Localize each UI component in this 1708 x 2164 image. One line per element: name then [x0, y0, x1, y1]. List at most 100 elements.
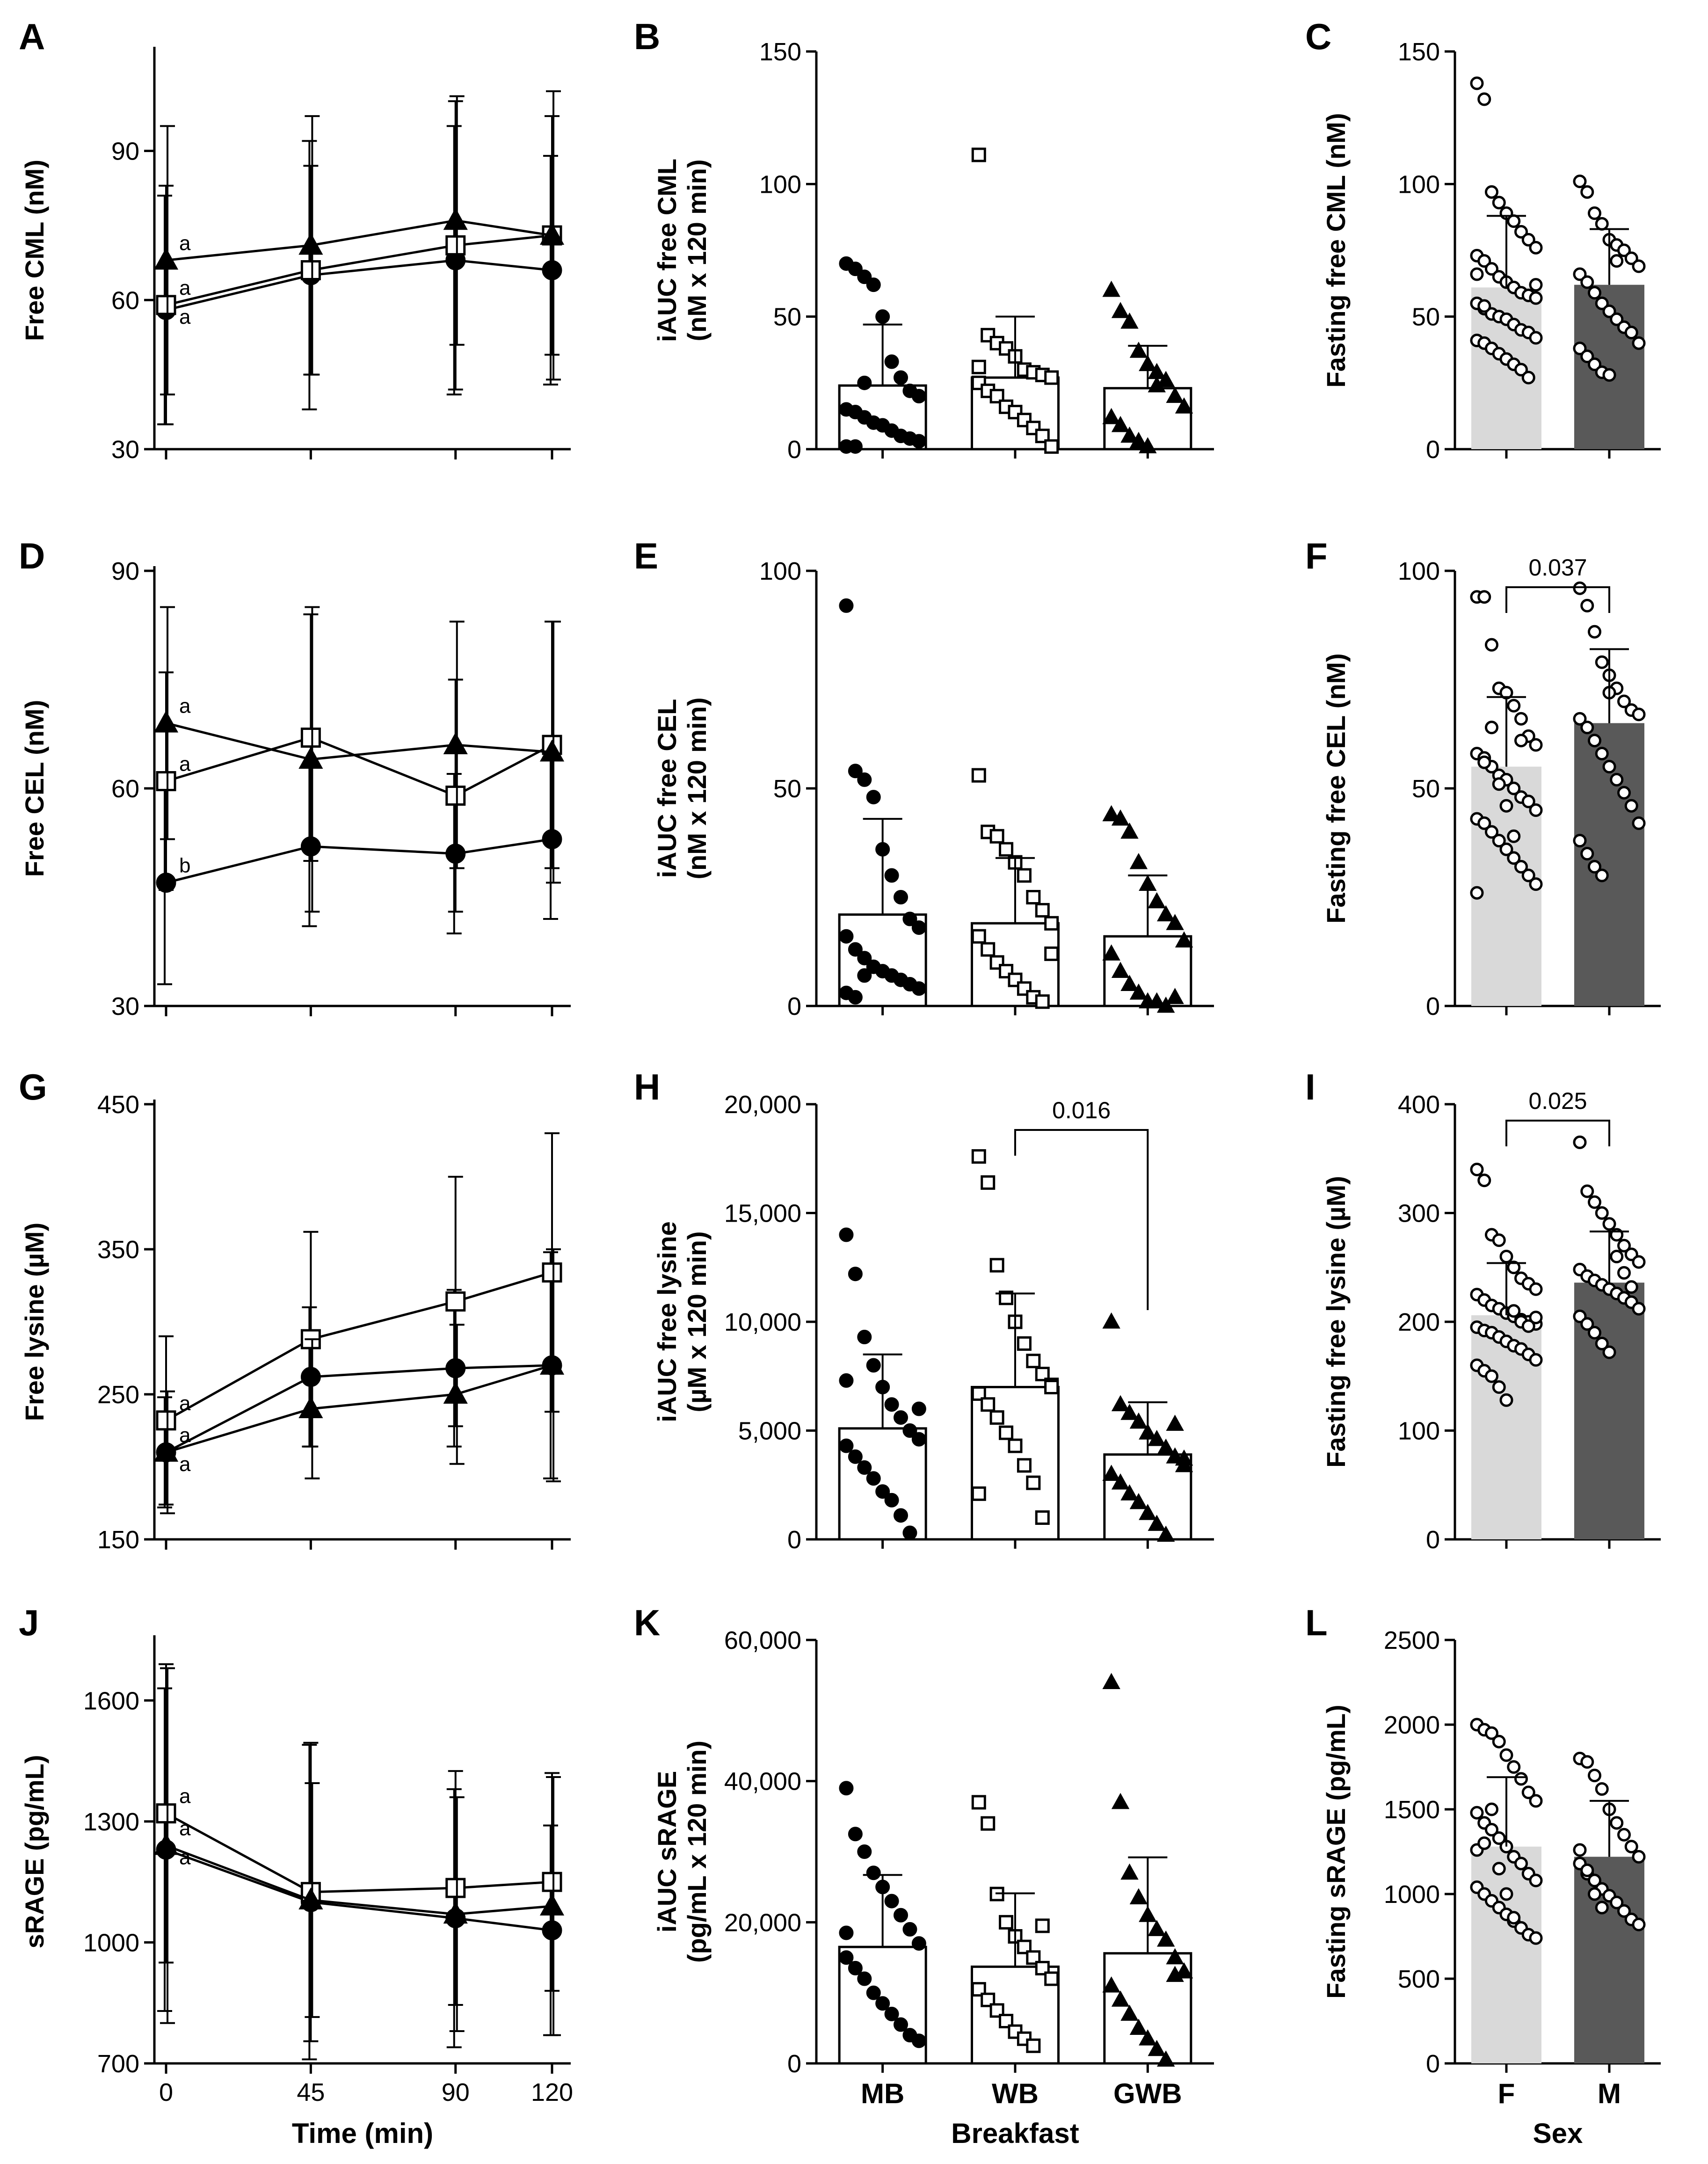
data-point [1035, 903, 1050, 918]
data-point [894, 1410, 909, 1425]
data-point [1617, 694, 1631, 708]
data-point [1529, 738, 1543, 752]
data-point [1148, 1920, 1166, 1936]
x-tick-label: M [1598, 2078, 1621, 2109]
data-point [1507, 214, 1521, 228]
data-point [1129, 853, 1148, 869]
bar-group-M [1573, 1135, 1646, 1549]
series-GWB [153, 1248, 565, 1515]
data-point [1507, 851, 1521, 865]
data-point [1632, 336, 1646, 350]
data-point [971, 147, 986, 162]
series-GWB [153, 90, 565, 396]
data-point [1529, 1311, 1543, 1325]
significance-letter: a [179, 1846, 191, 1869]
data-point [848, 1827, 863, 1842]
data-point [156, 1410, 176, 1431]
data-point [989, 2003, 1004, 2018]
data-point [1035, 1510, 1050, 1525]
y-tick-label: 500 [1398, 1965, 1440, 1993]
bar-group-MB [838, 598, 927, 1015]
data-point [839, 1950, 854, 1965]
y-tick-label: 150 [759, 38, 801, 66]
data-point [539, 1353, 565, 1375]
data-point [539, 223, 565, 245]
data-point [911, 920, 926, 935]
data-point [911, 2033, 926, 2048]
data-point [1111, 1792, 1130, 1809]
data-point [839, 1925, 854, 1940]
data-point [911, 434, 926, 449]
y-axis-label: Fasting free CML (nM) [1321, 113, 1351, 388]
data-point [1529, 240, 1543, 255]
y-axis-label: Fasting sRAGE (pg/mL) [1321, 1705, 1351, 1998]
significance-letter: a [179, 277, 191, 299]
y-axis-label: Free lysine (µM) [20, 1223, 49, 1421]
data-point [1492, 1734, 1506, 1749]
data-point [1610, 1895, 1624, 1909]
data-point [1514, 860, 1528, 874]
data-point [1485, 1369, 1498, 1383]
data-point [1588, 1887, 1601, 1901]
data-point [857, 375, 872, 390]
data-point [839, 929, 854, 944]
data-point [1102, 1465, 1120, 1481]
data-point [1507, 1304, 1521, 1318]
data-point [1588, 1769, 1601, 1783]
data-point [875, 309, 890, 324]
bar [838, 1427, 927, 1541]
y-tick-label: 700 [97, 2050, 139, 2078]
data-point [971, 1486, 986, 1501]
data-point [1573, 712, 1587, 726]
bar-group-F: F [1470, 1718, 1543, 2109]
series-WB [156, 1663, 562, 2042]
data-point [1017, 1336, 1032, 1351]
y-tick-label: 60 [111, 775, 139, 803]
panel-label: B [634, 16, 660, 57]
data-point [1120, 975, 1139, 991]
data-point [1580, 1755, 1594, 1769]
bar-group-MB [838, 1227, 927, 1549]
data-point [1507, 699, 1521, 713]
data-point [1610, 312, 1624, 326]
data-point [1573, 1135, 1587, 1149]
data-point [1624, 251, 1638, 265]
data-point [1595, 217, 1609, 231]
data-point [1573, 342, 1587, 356]
data-point [298, 747, 323, 769]
data-point [884, 2006, 899, 2021]
data-point [857, 1460, 872, 1475]
data-point [445, 786, 466, 806]
bar-group-F [1470, 590, 1543, 1015]
data-point [894, 1508, 909, 1523]
comparison-bracket [1505, 586, 1610, 613]
panel-C: C Fasting free CML (nM) 0 50 100 150 [1305, 16, 1661, 464]
data-point [1470, 267, 1484, 281]
y-axis-label: Fasting free CEL (nM) [1321, 653, 1351, 924]
data-point [1573, 175, 1587, 189]
y-tick-label: 400 [1398, 1091, 1440, 1119]
data-point [1602, 1217, 1616, 1231]
y-tick-label: 20,000 [724, 1909, 801, 1937]
data-point [1035, 994, 1050, 1009]
data-point [848, 942, 863, 957]
data-point [1632, 1917, 1646, 1931]
data-point [1148, 1515, 1166, 1531]
bar-group-WB: WB [971, 1795, 1060, 2109]
data-point [1485, 825, 1498, 839]
y-tick-label: 15,000 [724, 1200, 801, 1228]
data-point [1499, 1393, 1513, 1407]
series-line [166, 1364, 552, 1454]
significance-letter: b [179, 854, 190, 877]
bar-group-MB [838, 256, 927, 459]
y-tick-label: 100 [1398, 1417, 1440, 1445]
data-point [1166, 1966, 1184, 1982]
series-line [165, 1271, 552, 1421]
data-point [875, 1484, 890, 1499]
data-point [156, 295, 176, 315]
data-point [999, 1425, 1014, 1440]
panel-D: D Free CEL (nM) 30 60 90 a a b [19, 535, 571, 1020]
data-point [884, 354, 899, 369]
data-point [1514, 734, 1528, 748]
